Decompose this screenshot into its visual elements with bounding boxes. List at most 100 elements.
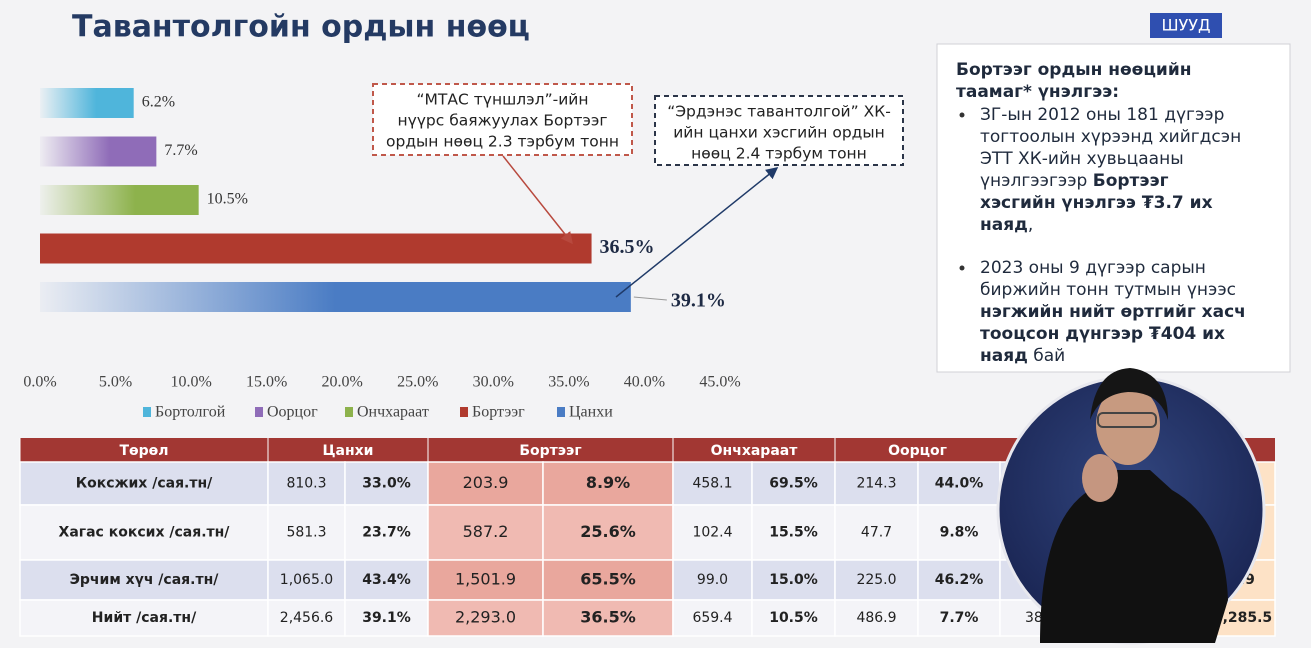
bar xyxy=(40,136,157,167)
table-cell-bg xyxy=(834,599,919,637)
table-cell: 99.0 xyxy=(697,572,728,588)
table-cell: 33.0% xyxy=(362,476,411,492)
annotation-arrow xyxy=(502,155,573,245)
x-tick-label: 35.0% xyxy=(548,374,589,391)
table-cell-bg xyxy=(672,599,753,637)
table-cell: 39.1% xyxy=(362,610,411,626)
table-cell: 486.9 xyxy=(856,610,896,626)
value-label: 39.1% xyxy=(671,290,726,312)
legend-marker xyxy=(345,407,353,417)
table-cell: 9.8% xyxy=(940,525,979,541)
bar xyxy=(40,185,199,215)
panel-title: таамаг* үнэлгээ: xyxy=(956,82,1119,102)
panel-text: бай xyxy=(1028,346,1065,366)
annotation-text: ийн цанхи хэсгийн ордын xyxy=(673,124,885,142)
table-cell: 225.0 xyxy=(856,572,896,588)
legend-label: Ончхараат xyxy=(357,404,429,421)
table-cell: 1,065.0 xyxy=(280,572,333,588)
table-cell: 587.2 xyxy=(463,522,509,541)
header-cell: Бортээг xyxy=(519,443,581,459)
legend-marker xyxy=(255,407,263,417)
table-cell-bg xyxy=(19,504,269,561)
x-tick-label: 10.0% xyxy=(170,374,211,391)
sign-interpreter xyxy=(996,368,1266,645)
table-cell: 458.1 xyxy=(692,476,732,492)
panel-text: биржийн тонн тутмын үнээс xyxy=(980,280,1236,300)
panel-text: нэгжийн нийт өртгийг хасч xyxy=(980,302,1246,322)
bar xyxy=(40,282,631,312)
live-badge-bg xyxy=(1150,13,1222,38)
annotation-text: ордын нөөц 2.3 тэрбум тонн xyxy=(386,133,619,151)
table-cell-bg xyxy=(427,559,544,601)
value-label: 6.2% xyxy=(142,94,175,111)
table-cell-bg xyxy=(427,504,544,561)
annotation-arrow xyxy=(615,167,779,298)
legend-label: Бортолгой xyxy=(155,404,226,421)
panel-text: , xyxy=(1028,215,1033,235)
table-cell: 810.3 xyxy=(286,476,326,492)
panel-text: хэсгийн үнэлгээ ₮3.7 их xyxy=(980,193,1213,213)
panel-text: ЭТТ ХК-ийн хувьцааны xyxy=(980,149,1184,169)
annotation-text: “Эрдэнэс тавантолгой” ХК- xyxy=(667,103,891,121)
panel-line: 2023 оны 9 дүгээр сарын xyxy=(980,258,1206,278)
table-cell: 214.3 xyxy=(856,476,896,492)
row-label: Хагас коксих /сая.тн/ xyxy=(59,525,231,541)
annotation-text: нөөц 2.4 тэрбум тонн xyxy=(691,145,867,163)
table-cell-bg xyxy=(344,504,429,561)
panel-title: Бортээг ордын нөөцийн xyxy=(956,60,1192,80)
table-cell: 7.7% xyxy=(940,610,979,626)
table-cell: 36.5% xyxy=(580,608,636,627)
annotation-box xyxy=(372,83,633,156)
table-cell: 25.6% xyxy=(580,522,636,541)
header-cell: Оорцог xyxy=(888,443,947,459)
bullet-dot xyxy=(959,265,965,271)
legend-label: Цанхи xyxy=(569,404,613,421)
table-cell: 15.5% xyxy=(769,525,818,541)
table-cell: 1,501.9 xyxy=(455,570,516,589)
chart: 0.0% 5.0% 10.0% 15.0% 20.0% 25.0% 30.0% 35.0% 40… xyxy=(23,83,904,421)
x-tick-label: 30.0% xyxy=(473,374,514,391)
table-cell: 65.5% xyxy=(580,570,636,589)
table-cell-bg xyxy=(267,599,346,637)
panel-line: наяд бай xyxy=(980,346,1065,366)
annotation-text: нүүрс баяжуулах Бортээг xyxy=(397,112,607,130)
x-tick-label: 25.0% xyxy=(397,374,438,391)
panel-line: үнэлгээгээр Бортээг xyxy=(980,171,1169,191)
leader-line xyxy=(633,296,667,301)
header-cell: Цанхи xyxy=(323,443,374,459)
table-cell-bg xyxy=(751,559,836,601)
panel-text: Бортээг xyxy=(1093,171,1169,191)
table-cell-bg xyxy=(917,559,1001,601)
value-label: 10.5% xyxy=(207,191,248,208)
panel-line: биржийн тонн тутмын үнээс xyxy=(980,280,1236,300)
bar xyxy=(40,233,592,264)
slide-title: Тавантолгойн ордын нөөц xyxy=(72,10,530,45)
table-cell: 659.4 xyxy=(692,610,732,626)
header-cell: Ончхараат xyxy=(711,443,799,459)
panel-line: ЗГ-ын 2012 оны 181 дүгээр xyxy=(980,105,1224,125)
panel-line: нэгжийн нийт өртгийг хасч xyxy=(980,302,1246,322)
panel-line: хэсгийн үнэлгээ ₮3.7 их xyxy=(980,193,1213,213)
table-cell-bg xyxy=(917,599,1001,637)
table-cell-bg xyxy=(542,504,674,561)
x-tick-label: 5.0% xyxy=(99,374,132,391)
panel-text: ЗГ-ын 2012 оны 181 дүгээр xyxy=(980,105,1224,125)
table-cell: 10.5% xyxy=(769,610,818,626)
x-tick-label: 15.0% xyxy=(246,374,287,391)
panel-text: тооцсон дүнгээр ₮404 их xyxy=(980,324,1225,344)
legend-marker xyxy=(143,407,151,417)
panel-text: наяд xyxy=(980,215,1028,235)
table-cell-bg xyxy=(751,461,836,506)
legend-label: Оорцог xyxy=(267,404,318,421)
row-label: Нийт /сая.тн/ xyxy=(92,610,197,626)
panel-text: 2023 оны 9 дүгээр сарын xyxy=(980,258,1206,278)
bullet-dot xyxy=(959,112,965,118)
live-badge: ШУУД xyxy=(1161,16,1210,35)
table-cell: 2,293.0 xyxy=(455,608,516,627)
table-cell: 69.5% xyxy=(769,476,818,492)
side-panel xyxy=(936,43,1291,373)
table-cell-bg xyxy=(344,599,429,637)
table-cell: 2,456.6 xyxy=(280,610,334,626)
panel-line: ЭТТ ХК-ийн хувьцааны xyxy=(980,149,1184,169)
